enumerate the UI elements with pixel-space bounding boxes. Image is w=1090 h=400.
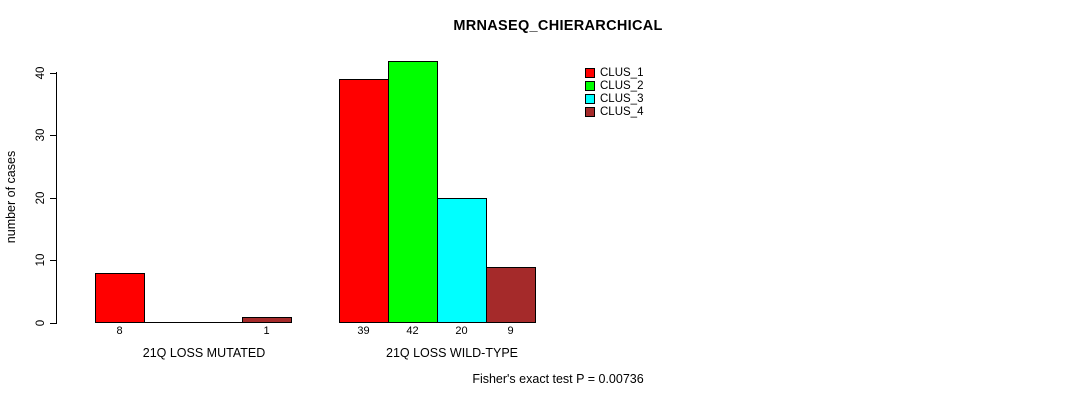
legend-item: CLUS_2 [585, 79, 643, 92]
legend-swatch [585, 80, 595, 91]
bar-clus_1-group2 [339, 79, 389, 324]
y-axis-tick [50, 72, 57, 74]
bar-clus_2-group2 [388, 60, 438, 323]
y-axis-tick-label: 10 [35, 253, 47, 267]
y-axis-title: number of cases [4, 150, 18, 244]
y-axis-tick-label: 40 [35, 66, 47, 79]
zero-bar-clus_3-group1 [193, 322, 243, 323]
legend: CLUS_1 CLUS_2 CLUS_3 CLUS_4 [585, 66, 643, 118]
x-axis-category-label: 21Q LOSS WILD-TYPE [386, 346, 518, 360]
y-axis-tick-label: 30 [35, 128, 47, 142]
y-axis-tick-label: 0 [35, 319, 47, 326]
legend-swatch [585, 67, 595, 78]
bar-value-label: 9 [507, 325, 514, 337]
y-axis-tick [50, 260, 57, 261]
annotation-fisher-test: Fisher's exact test P = 0.00736 [472, 372, 644, 386]
y-axis-tick [50, 197, 57, 199]
bar-value-label: 42 [406, 325, 419, 337]
legend-item-label: CLUS_3 [600, 92, 644, 105]
y-axis-tick [50, 135, 57, 136]
legend-item-label: CLUS_1 [600, 66, 644, 79]
chart-title: MRNASEQ_CHIERARCHICAL [453, 18, 663, 34]
bar-value-label: 8 [116, 325, 123, 337]
y-axis-tick-label: 20 [35, 191, 47, 204]
bar-clus_1-group1 [95, 273, 145, 323]
x-axis-category-label: 21Q LOSS MUTATED [142, 346, 266, 360]
bar-value-label: 20 [455, 325, 468, 337]
legend-item-label: CLUS_4 [600, 105, 644, 118]
bar-clus_3-group2 [437, 198, 487, 323]
bar-value-label: 1 [263, 325, 270, 337]
legend-item: CLUS_4 [585, 105, 643, 118]
bar-clus_4-group1 [242, 316, 292, 324]
y-axis-tick [50, 322, 57, 324]
legend-item: CLUS_3 [585, 92, 643, 105]
legend-item-label: CLUS_2 [600, 79, 644, 92]
legend-swatch [585, 93, 595, 104]
zero-bar-clus_2-group1 [144, 322, 194, 323]
bar-value-label: 39 [357, 325, 370, 337]
bar-clus_4-group2 [486, 266, 536, 324]
legend-swatch [585, 106, 595, 117]
legend-item: CLUS_1 [585, 66, 643, 79]
